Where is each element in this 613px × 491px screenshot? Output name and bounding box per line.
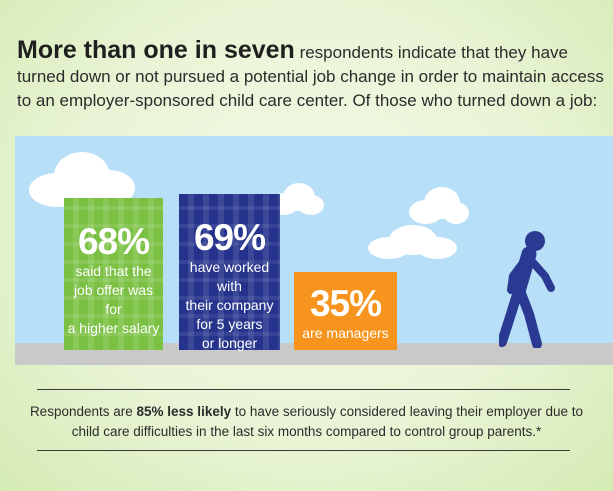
stat-building-tenure: 69% have worked with their company for 5… (179, 194, 280, 351)
ground (15, 343, 613, 365)
stat-percent: 68% (77, 221, 150, 262)
footnote-highlight: 85% less likely (136, 404, 232, 419)
stat-description-line: said that the (75, 263, 152, 279)
illustration-scene: 68% said that the job offer was for a hi… (15, 136, 613, 365)
stat-description-line: a higher salary (67, 320, 160, 336)
stat-description-line: for 5 years (196, 316, 263, 332)
stat-description-line: their company (185, 297, 274, 313)
intro-paragraph: More than one in seven respondents indic… (17, 38, 607, 113)
intro-lead: More than one in seven (17, 36, 295, 64)
footnote-post: to have seriously considered leaving the… (71, 404, 584, 439)
intro-rest: respondents indicate that they have turn… (17, 43, 604, 110)
stat-description-line: job offer was for (73, 282, 154, 317)
divider-bottom (37, 450, 570, 451)
stat-description-line: have worked with (189, 259, 270, 294)
stat-description-line: are managers (302, 325, 389, 341)
footnote-pre: Respondents are (29, 404, 137, 419)
footnote: Respondents are 85% less likely to have … (20, 402, 593, 442)
divider-top (37, 389, 570, 390)
stat-building-managers: 35% are managers (294, 272, 397, 350)
walking-person-icon (499, 231, 555, 348)
stat-building-salary: 68% said that the job offer was for a hi… (64, 198, 163, 350)
cloud-right-bottom (368, 225, 457, 259)
stat-percent: 69% (193, 217, 266, 258)
stat-percent: 35% (309, 283, 382, 324)
cloud-right-top (409, 187, 469, 224)
stat-description-line: or longer (201, 335, 258, 351)
